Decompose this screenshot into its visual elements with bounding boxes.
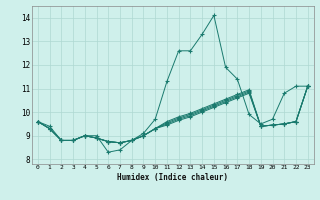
X-axis label: Humidex (Indice chaleur): Humidex (Indice chaleur) [117,173,228,182]
